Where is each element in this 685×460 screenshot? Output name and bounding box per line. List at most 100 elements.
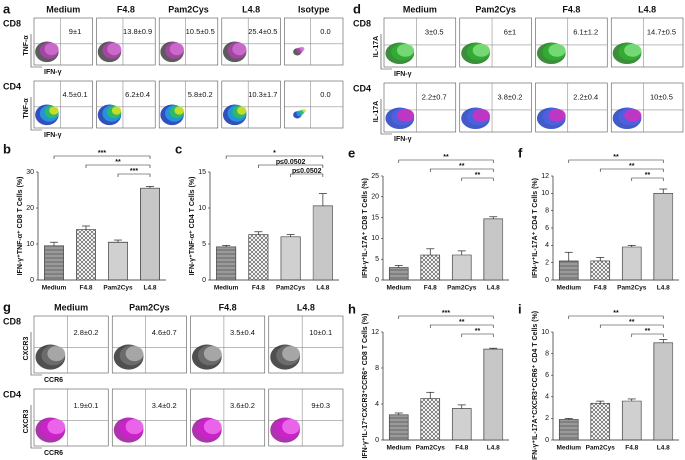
y-tick-label: 0 xyxy=(545,277,549,284)
column-header: L4.8 xyxy=(638,4,656,14)
panel-label: c xyxy=(175,141,182,156)
x-tick-label: L4.8 xyxy=(487,285,500,292)
significance-bracket xyxy=(398,159,494,163)
column-header: Isotype xyxy=(298,4,330,14)
axis-arrow xyxy=(30,34,42,68)
x-tick-label: F4.8 xyxy=(625,445,638,452)
quadrant-value: 6±1 xyxy=(504,28,516,37)
row-label: CD8 xyxy=(3,18,21,28)
y-tick-label: 4 xyxy=(375,401,379,408)
bar xyxy=(108,241,128,281)
y-tick-label: 5 xyxy=(202,241,206,248)
significance-bracket xyxy=(429,168,494,172)
significance-label: ** xyxy=(629,163,635,170)
column-header: Medium xyxy=(54,302,88,312)
significance-label: *** xyxy=(130,168,138,175)
flow-plot xyxy=(221,17,281,66)
quadrant-value: 9±1 xyxy=(69,27,81,36)
quadrant-value: 10.5±0.5 xyxy=(186,27,215,36)
x-tick-label: Pam2Cys xyxy=(617,285,647,292)
y-axis-label: IL-17A xyxy=(373,101,380,122)
panel-label: g xyxy=(3,299,11,314)
y-tick-label: 10 xyxy=(541,329,549,336)
column-header: F4.8 xyxy=(219,302,237,312)
column-header: L4.8 xyxy=(242,4,260,14)
cell-cluster xyxy=(47,419,66,435)
row-label: CD8 xyxy=(3,316,21,326)
y-tick-label: 8 xyxy=(545,350,549,357)
x-tick-label: F4.8 xyxy=(252,285,265,292)
significance-bracket xyxy=(117,173,151,177)
significance-bracket xyxy=(568,159,664,163)
significance-label: ** xyxy=(459,163,465,170)
y-tick-label: 20 xyxy=(371,194,379,201)
y-tick-label: 0 xyxy=(545,437,549,444)
significance-label: ** xyxy=(115,159,121,166)
significance-label: ** xyxy=(613,154,619,161)
x-tick-label: Pam2Cys xyxy=(276,285,306,292)
significance-bracket xyxy=(568,315,664,319)
panel-label: a xyxy=(3,1,11,16)
cell-cluster xyxy=(624,108,642,122)
quadrant-value: 10±0.5 xyxy=(650,93,673,102)
y-axis-label: IFN-γ⁺IL-17A⁺ CD4 T Cells (%) xyxy=(532,178,539,278)
significance-bracket xyxy=(53,155,151,159)
cell-cluster xyxy=(282,419,300,435)
quadrant-value: 3.4±0.2 xyxy=(152,401,177,410)
cell-cluster xyxy=(302,109,306,113)
quadrant-value: 4.5±0.1 xyxy=(63,90,88,99)
column-header: Pam2Cys xyxy=(168,4,209,14)
significance-bracket xyxy=(631,333,664,337)
x-tick-label: Pam2Cys xyxy=(447,285,477,292)
cell-cluster xyxy=(125,346,144,362)
y-tick-label: 10 xyxy=(541,190,549,197)
axis-arrow xyxy=(380,34,392,70)
x-tick-label: Medium xyxy=(556,285,581,292)
cell-cluster xyxy=(237,106,247,115)
panel-label: f xyxy=(518,145,523,160)
x-tick-label: L4.8 xyxy=(657,445,670,452)
quadrant-value: 10.3±1.7 xyxy=(248,90,277,99)
significance-label: ** xyxy=(443,154,449,161)
x-axis-label: IFN-γ xyxy=(44,69,62,76)
flow-plot xyxy=(111,388,187,447)
axis-arrow xyxy=(380,99,392,135)
axis-arrow xyxy=(30,405,42,449)
significance-bracket xyxy=(398,315,494,319)
quadrant-value: 13.8±0.9 xyxy=(123,27,152,36)
flow-plot xyxy=(284,80,344,129)
quadrant-value: 5.8±0.2 xyxy=(188,90,213,99)
panel-label: h xyxy=(348,301,356,316)
row-label: CD4 xyxy=(3,81,21,91)
error-bar xyxy=(457,404,466,409)
error-bar xyxy=(457,250,466,256)
y-tick-label: 0 xyxy=(375,437,379,444)
error-bar xyxy=(146,186,154,189)
significance-bracket xyxy=(85,164,151,168)
significance-label: *** xyxy=(98,150,106,157)
y-axis-label: IFN-γ⁺TNF-α⁺ CD8 T Cells (%) xyxy=(17,177,24,276)
quadrant-value: 2.8±0.2 xyxy=(73,328,98,337)
x-tick-label: Medium xyxy=(42,285,67,292)
y-tick-label: 8 xyxy=(545,208,549,215)
cell-cluster xyxy=(47,346,66,362)
quadrant-value: 9±0.3 xyxy=(311,401,330,410)
cell-cluster xyxy=(232,42,247,56)
bar xyxy=(621,400,642,441)
panel-label: i xyxy=(518,301,522,316)
quadrant-value: 14.7±0.5 xyxy=(647,28,676,37)
error-bar xyxy=(426,248,435,256)
y-tick-label: 0 xyxy=(30,277,34,284)
significance-label: ** xyxy=(645,328,651,335)
y-tick-label: 4 xyxy=(545,394,549,401)
y-tick-label: 15 xyxy=(371,214,379,221)
quadrant-value: 6.2±0.4 xyxy=(125,90,150,99)
y-tick-label: 5 xyxy=(375,256,379,263)
quadrant-value: 3.6±0.2 xyxy=(230,401,255,410)
x-tick-label: F4.8 xyxy=(455,445,468,452)
x-tick-label: Medium xyxy=(556,445,581,452)
y-axis-label: IFN-γ⁺IL-17A⁺CXCR3⁺CCR6⁺ CD4 T Cells (%) xyxy=(532,311,539,460)
bar xyxy=(558,419,579,441)
x-axis-label: IFN-γ xyxy=(394,136,412,143)
column-header: L4.8 xyxy=(297,302,315,312)
